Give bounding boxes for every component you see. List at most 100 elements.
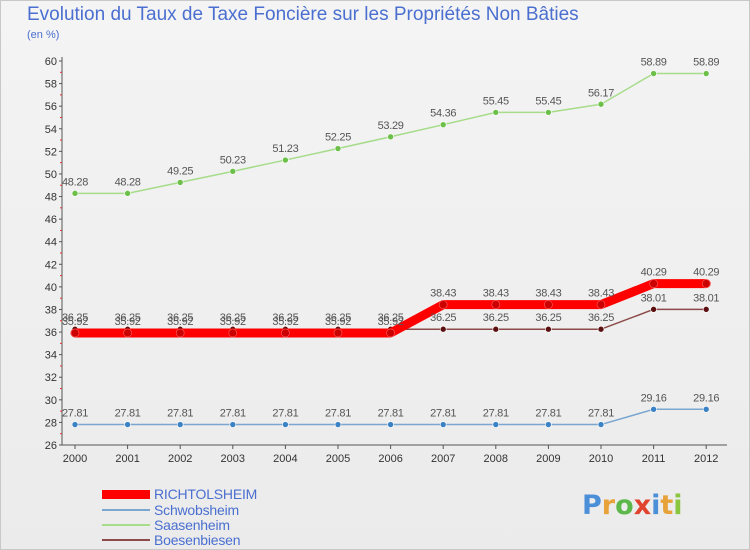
y-tick-label: 30 [45,395,57,407]
legend-item: Saasenheim [102,517,230,533]
data-label: 36.25 [62,312,88,324]
data-point [387,421,394,428]
data-label: 36.25 [430,312,456,324]
data-point [491,300,501,309]
legend-item: Schwobsheim [102,502,239,518]
y-tick-label: 56 [45,101,57,113]
data-point [597,421,605,428]
data-point [596,300,606,309]
data-point [281,328,290,338]
data-label: 54.36 [430,108,456,120]
data-label: 35.92 [220,316,246,328]
data-label: 55.45 [535,95,561,107]
data-point [176,179,184,186]
data-point [124,190,131,197]
data-point [702,70,710,77]
y-tick-label: 38 [45,304,57,316]
data-point [439,121,447,128]
data-point [544,300,553,309]
data-point [124,421,131,428]
x-tick-label: 2006 [378,453,402,465]
data-label: 38.43 [430,288,456,300]
data-label: 27.81 [167,408,193,420]
data-label: 55.45 [483,95,509,107]
y-tick-label: 54 [45,124,57,136]
data-point [333,328,343,338]
unit-label: (en %) [27,29,60,41]
data-point [597,100,605,108]
data-label: 36.25 [588,312,614,324]
data-label: 27.81 [588,408,614,420]
data-point [175,328,185,338]
data-label: 36.25 [220,312,246,324]
legend-swatch [102,524,150,526]
data-point [282,156,289,164]
y-tick-label: 44 [45,237,57,249]
data-point [387,133,394,141]
data-point [545,109,552,116]
data-label: 38.43 [588,288,614,300]
data-label: 36.25 [483,312,509,324]
data-label: 27.81 [430,408,456,420]
data-label: 36.25 [272,312,298,324]
data-point [650,406,657,413]
data-label: 36.25 [378,312,404,324]
legend-label: RICHTOLSHEIM [154,486,258,502]
data-label: 35.92 [62,316,88,328]
y-tick-label: 34 [45,350,57,362]
data-label: 50.23 [220,154,246,166]
x-tick-label: 2004 [273,453,297,465]
data-label: 27.81 [115,408,141,420]
data-point [70,328,80,338]
data-point [702,306,710,313]
legend-label: Boesenbiesen [154,532,241,548]
data-point [492,325,500,333]
data-label: 49.25 [167,165,193,177]
x-tick-label: 2001 [115,453,139,465]
data-point [439,325,447,333]
y-tick-label: 36 [45,327,57,339]
data-point [545,421,552,428]
data-label: 38.43 [483,288,509,300]
data-point [334,421,342,428]
data-point [649,279,658,288]
x-tick-label: 2002 [168,453,192,465]
data-point [492,421,500,428]
data-point [71,190,79,197]
data-point [71,421,79,428]
legend-swatch [102,489,150,499]
data-label: 35.92 [325,316,351,328]
x-tick-label: 2005 [326,453,350,465]
data-label: 53.29 [378,120,404,132]
y-tick-label: 32 [45,372,57,384]
x-tick-label: 2012 [694,453,718,465]
data-label: 38.43 [535,288,561,300]
data-label: 36.25 [167,312,193,324]
data-label: 29.16 [693,392,719,404]
legend-item: Boesenbiesen [102,532,241,548]
x-tick-label: 2008 [484,453,508,465]
y-tick-label: 46 [45,214,57,226]
legend-label: Saasenheim [154,517,230,533]
data-point [176,421,184,428]
data-label: 36.25 [115,312,141,324]
data-label: 52.25 [325,132,351,144]
data-label: 27.81 [535,408,561,420]
data-label: 27.81 [325,408,351,420]
data-label: 27.81 [272,408,298,420]
y-tick-label: 50 [45,169,57,181]
data-label: 38.01 [693,292,719,304]
data-label: 48.28 [115,176,141,188]
data-label: 56.17 [588,87,614,99]
legend-item: RICHTOLSHEIM [102,486,257,502]
data-label: 29.16 [641,392,667,404]
x-tick-label: 2003 [221,453,245,465]
y-tick-label: 48 [45,192,57,204]
data-label: 35.92 [115,316,141,328]
data-label: 40.29 [641,267,667,279]
data-point [123,328,132,338]
proxiti-logo: Proxiti [582,490,683,521]
data-point [650,70,657,77]
